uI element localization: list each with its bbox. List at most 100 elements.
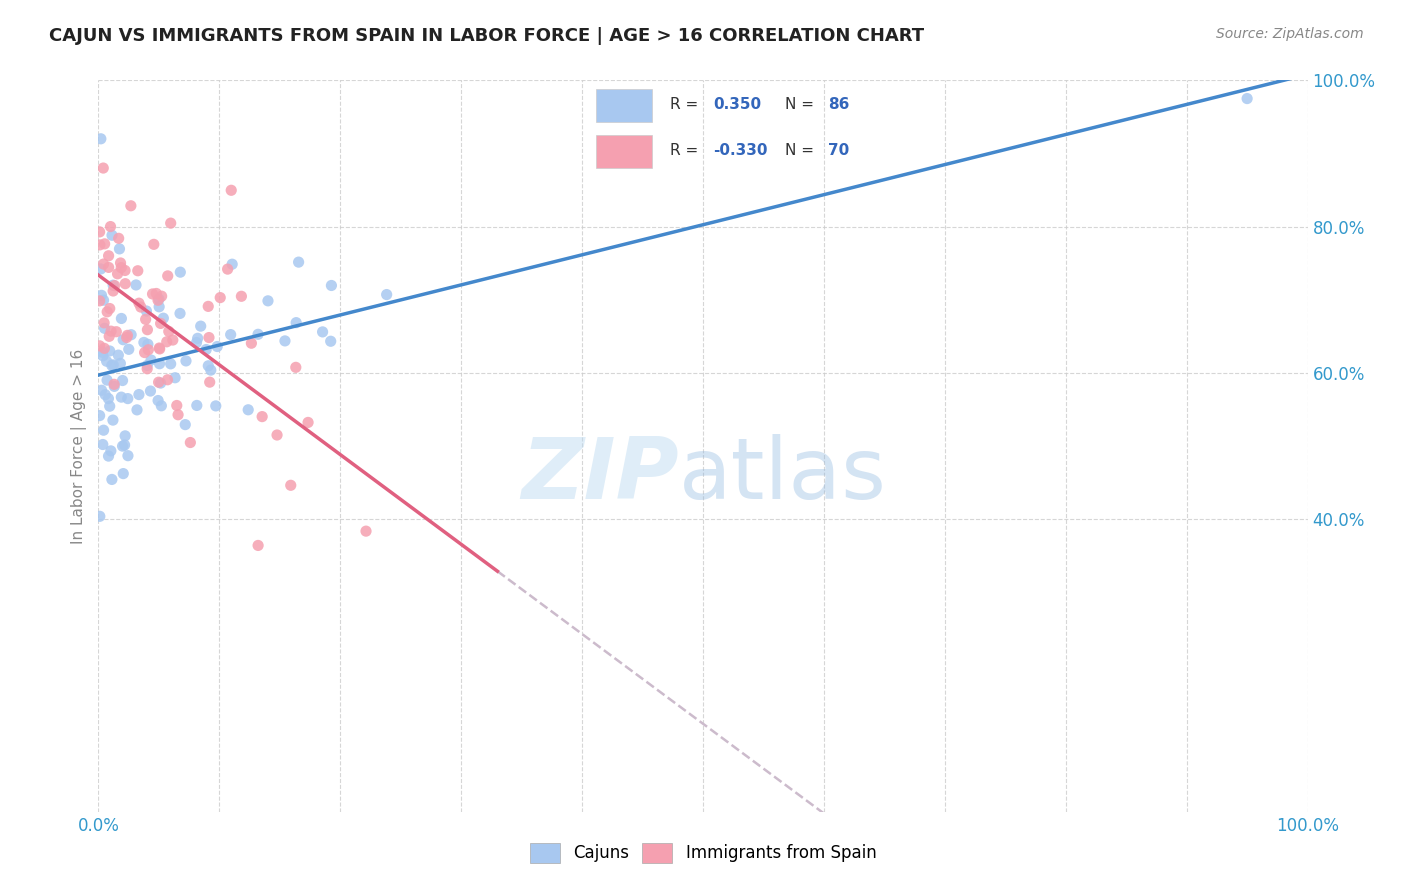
Point [136, 323, 159, 337]
Point [198, 330, 221, 344]
Text: 0.350: 0.350 [713, 97, 762, 112]
Point [1236, 92, 1258, 106]
Point [179, 435, 201, 450]
Point [96, 373, 118, 387]
Point [97, 260, 120, 275]
Point [100, 359, 122, 373]
Point [321, 278, 343, 293]
FancyBboxPatch shape [596, 136, 651, 168]
Point [103, 377, 125, 392]
Y-axis label: In Labor Force | Age > 16: In Labor Force | Age > 16 [72, 349, 87, 543]
Text: Source: ZipAtlas.com: Source: ZipAtlas.com [1216, 27, 1364, 41]
Point [136, 337, 159, 351]
Point [156, 268, 179, 283]
Point [111, 439, 134, 453]
Point [209, 291, 232, 305]
Point [250, 409, 273, 424]
Point [240, 336, 263, 351]
Point [134, 345, 156, 359]
Point [112, 467, 135, 481]
Point [105, 325, 128, 339]
Point [125, 277, 148, 292]
Text: -0.330: -0.330 [713, 144, 768, 158]
Point [117, 449, 139, 463]
Point [98, 301, 121, 316]
Point [284, 360, 307, 375]
Point [101, 284, 124, 298]
Point [148, 341, 170, 355]
Point [114, 438, 136, 452]
Point [280, 478, 302, 492]
Point [274, 334, 297, 348]
Point [190, 319, 212, 334]
Point [128, 296, 150, 310]
Point [247, 538, 270, 552]
Point [120, 199, 142, 213]
Point [142, 237, 165, 252]
Point [120, 327, 142, 342]
Point [297, 416, 319, 430]
Point [89, 339, 111, 353]
Point [157, 325, 180, 339]
Point [135, 312, 157, 326]
Point [100, 324, 122, 338]
Point [198, 375, 221, 389]
Point [146, 393, 169, 408]
Point [90, 132, 112, 146]
Point [89, 238, 111, 252]
Point [354, 524, 377, 538]
Point [195, 343, 218, 357]
Text: ZIP: ZIP [522, 434, 679, 516]
Point [197, 359, 219, 373]
Point [93, 423, 115, 437]
Point [112, 333, 135, 347]
Point [90, 262, 112, 277]
Point [114, 277, 136, 291]
Point [200, 363, 222, 377]
Point [152, 311, 174, 326]
Point [186, 399, 208, 413]
Point [174, 354, 197, 368]
Point [285, 316, 308, 330]
Point [162, 333, 184, 347]
Point [103, 379, 125, 393]
Point [135, 304, 157, 318]
Point [138, 343, 160, 357]
Point [117, 328, 139, 343]
Text: atlas: atlas [679, 434, 887, 516]
Point [94, 387, 117, 401]
Point [98, 343, 121, 358]
Text: N =: N = [785, 144, 814, 158]
Point [104, 278, 127, 293]
Point [186, 335, 208, 350]
Point [101, 472, 124, 486]
Point [217, 262, 239, 277]
Point [149, 342, 172, 356]
Point [311, 325, 333, 339]
Point [219, 327, 242, 342]
Point [129, 300, 152, 314]
Point [93, 236, 115, 251]
Point [204, 399, 226, 413]
Point [93, 342, 115, 356]
Point [156, 373, 179, 387]
Point [118, 343, 141, 357]
Point [91, 345, 114, 359]
Point [166, 399, 188, 413]
Point [148, 375, 170, 389]
Point [91, 349, 114, 363]
Point [221, 257, 243, 271]
Point [146, 293, 169, 308]
Point [169, 265, 191, 279]
Point [238, 402, 260, 417]
Point [148, 300, 170, 314]
Point [266, 428, 288, 442]
Point [136, 359, 159, 373]
Point [125, 402, 148, 417]
Point [247, 327, 270, 342]
Point [169, 306, 191, 320]
Point [159, 216, 181, 230]
Point [319, 334, 342, 349]
Point [90, 288, 112, 302]
Point [97, 392, 120, 406]
